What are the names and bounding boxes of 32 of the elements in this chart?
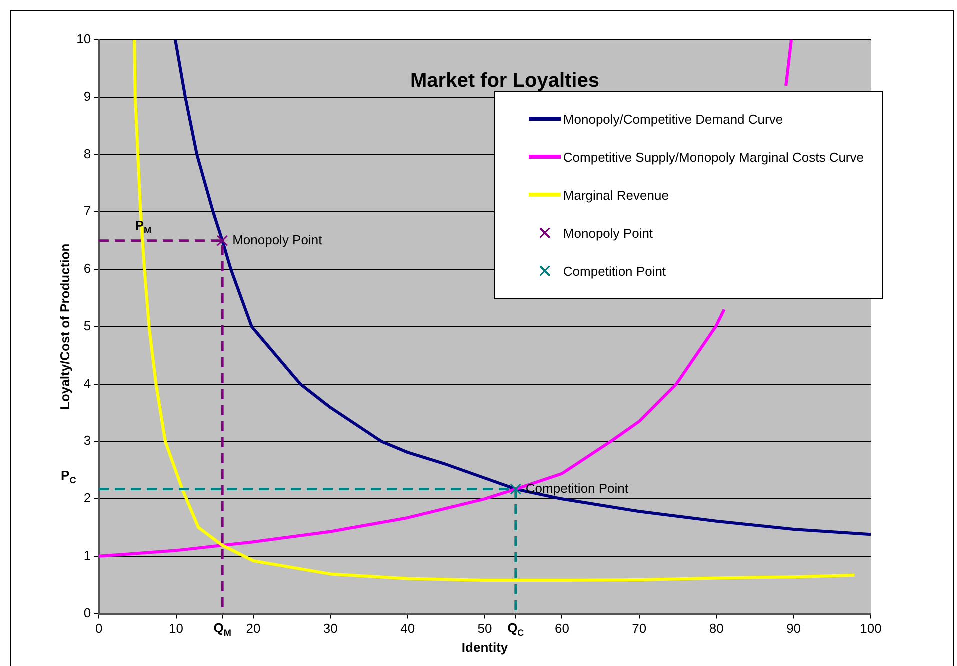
x-tick-label: 0 <box>95 621 103 636</box>
y-tick-label: 5 <box>84 318 92 334</box>
x-tick-label: 10 <box>169 621 184 636</box>
y-tick-label: 7 <box>84 204 92 219</box>
y-axis-title: Loyalty/Cost of Production <box>57 244 72 410</box>
annotation: Competition Point <box>526 480 629 496</box>
x-tick-label: 90 <box>786 621 802 636</box>
y-tick-label: 10 <box>76 32 92 47</box>
x-tick-label: 70 <box>632 621 647 636</box>
y-tick-label: 1 <box>84 548 92 563</box>
x-tick-label: 100 <box>860 621 882 636</box>
legend-label: Marginal Revenue <box>563 188 669 202</box>
x-tick-label: 30 <box>323 621 338 636</box>
legend-label: Monopoly/Competitive Demand Curve <box>563 112 784 126</box>
y-tick-label: 8 <box>84 146 92 162</box>
x-axis-title: Identity <box>462 640 509 655</box>
y-tick-label: 3 <box>84 433 92 448</box>
y-tick-label: 2 <box>84 490 92 506</box>
y-tick-label: 9 <box>84 88 92 104</box>
legend-label: Monopoly Point <box>563 226 654 240</box>
x-tick-label: 60 <box>554 621 570 636</box>
x-tick-label: 40 <box>400 621 416 636</box>
y-tick-label: 0 <box>84 605 92 620</box>
x-tick-label: 80 <box>709 621 724 636</box>
y-tick-label: 4 <box>84 376 92 391</box>
legend-label: Competitive Supply/Monopoly Marginal Costs Curve <box>563 150 864 164</box>
x-tick-label: 50 <box>478 621 492 636</box>
legend-label: Competition Point <box>563 264 666 278</box>
text: Market for Loyalties <box>410 70 600 93</box>
x-tick-label: 20 <box>246 621 261 636</box>
y-tick-label: 6 <box>84 261 92 276</box>
annotation: Monopoly Point <box>232 232 323 248</box>
